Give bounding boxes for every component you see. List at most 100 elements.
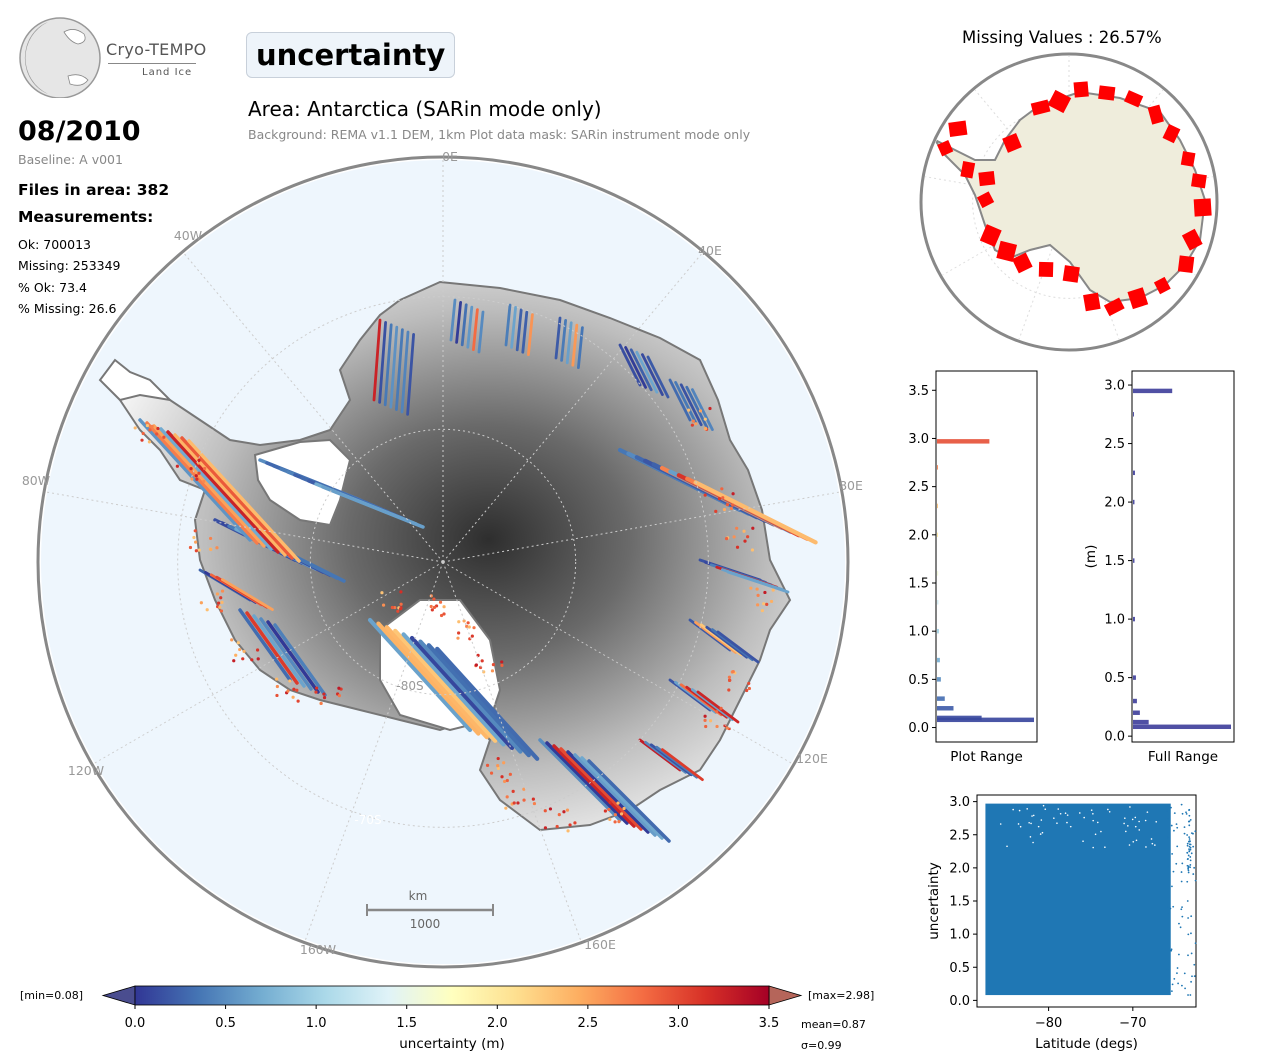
scatter-point [1180,908,1183,911]
scatter-gap [1041,831,1044,834]
track-point [220,589,225,593]
scatter-gap [1026,808,1028,810]
track [418,639,523,754]
scale-bar: km 1000 [366,889,494,931]
missing-patches [937,81,1212,317]
track-point [189,467,193,471]
scatter-point [1190,852,1193,855]
scatter-point [1187,954,1189,957]
track-point [731,503,735,507]
scatter-point [1187,865,1190,868]
scatter-gap [1138,829,1141,831]
track-point [205,608,209,612]
scatter-point [1166,836,1169,839]
map-graticule [47,160,839,940]
scatter-point [1168,865,1171,867]
ytick-label: 0.5 [949,961,970,976]
hist-bar [1133,499,1135,505]
track-point [203,466,207,471]
scatter-point [1173,812,1176,815]
track [435,646,540,761]
colorbar-tick-label: 1.0 [306,1016,327,1031]
track-point [490,669,495,673]
track-point [314,690,318,694]
track-point [616,801,620,805]
track-point [573,821,577,825]
missing-patch [948,120,968,137]
hist-frame [1131,370,1235,743]
scatter-gap [1044,808,1047,811]
track-point [162,435,166,439]
ytick-label: 1.5 [1104,554,1125,569]
scatter-point [1188,845,1191,848]
track-point [462,619,466,623]
colorbar-tick-label: 0.0 [125,1016,146,1031]
track [426,643,531,758]
track [716,630,760,664]
track-point [295,688,299,692]
track-point [232,659,236,663]
track-point [619,812,624,816]
ytick-label: 3.0 [949,795,970,810]
track-point [199,601,203,605]
scatter-point [1190,952,1193,955]
missing-patch [1177,255,1195,274]
track-point [622,806,626,811]
scatter-gap [1124,817,1126,819]
track [515,308,523,352]
ytick-label: 0.0 [949,994,970,1009]
scatter-point [1188,814,1191,817]
scatter-point [1173,829,1175,832]
track-point [531,797,535,801]
ytick-label: 2.0 [908,528,929,543]
track-point [708,719,713,723]
track-point [608,800,612,805]
missing-patch [1083,292,1101,312]
scatter-gap [1127,825,1129,827]
track-point [457,631,461,635]
track-point [751,526,755,530]
track-point [568,823,572,827]
track-point [156,426,160,431]
track-point [719,706,723,710]
scatter-point [1188,850,1191,852]
scatter-point [1168,985,1171,988]
track [577,326,584,370]
hist-bar [1133,719,1149,725]
scatter-gap [1053,817,1055,819]
hist-bar [937,600,939,605]
hist-bar [1133,675,1136,680]
track [466,305,474,349]
track-point [155,432,159,436]
scatter-point [1168,912,1171,915]
ytick-label: 2.0 [1104,496,1125,511]
scatter-gap [1059,812,1062,815]
track [559,747,643,831]
track-point [489,771,494,775]
scatter-point [1181,812,1184,815]
scatter-gap [1092,812,1094,815]
track-point [566,829,570,833]
track-point [722,507,727,512]
track-point [496,766,500,770]
track [693,480,818,545]
track [409,635,515,751]
scatter-point [1183,826,1186,829]
missing-patch [1193,198,1212,217]
lat-label: -70S [354,813,381,827]
colorbar-tick-label: 2.5 [578,1016,599,1031]
ytick-label: 2.5 [1104,437,1125,452]
track-point [275,684,279,689]
track-point [769,599,774,604]
track-point [188,545,193,550]
track-point [292,687,296,691]
scatter-point [1170,824,1173,827]
track [668,378,692,422]
track-point [429,604,433,609]
scatter-point [1187,866,1190,869]
miss-lon-line [974,89,1070,203]
scatter-gap [1028,821,1030,824]
track-point [613,813,617,817]
antarctic-peninsula [98,358,173,402]
